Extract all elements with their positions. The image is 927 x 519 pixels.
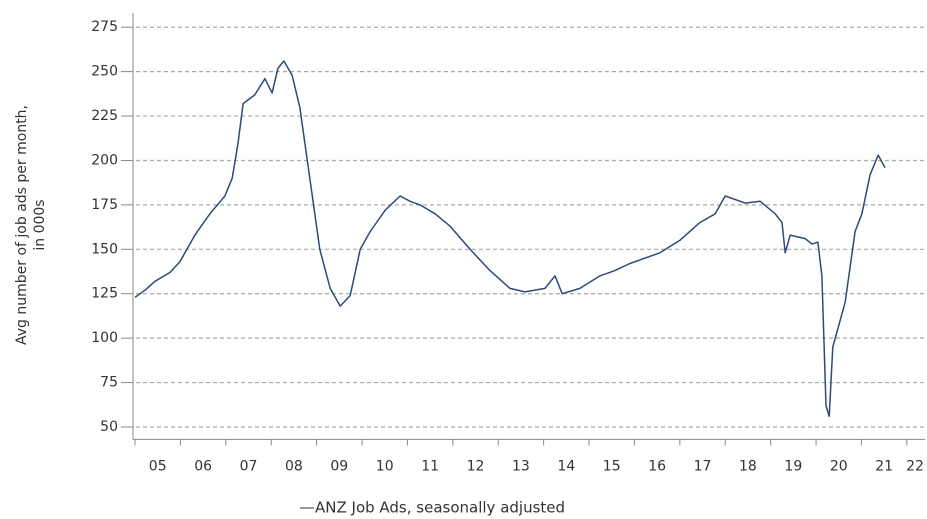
x-tick-label: 05 [149,458,167,474]
x-tick-label: 10 [376,458,394,474]
x-tick-label: 11 [421,458,439,474]
y-tick-label: 75 [100,375,118,391]
x-tick-label: 22 [906,458,924,474]
x-tick-label: 13 [512,458,530,474]
x-tick-label: 16 [648,458,666,474]
y-tick-label: 275 [91,19,118,35]
y-tick-label: 100 [91,330,118,346]
series-line [134,60,886,418]
y-axis-label: Avg number of job ads per month, [14,105,30,345]
x-tick-label: 18 [739,458,757,474]
y-tick-label: 50 [100,419,118,435]
x-tick-label: 14 [557,458,575,474]
x-tick-label: 19 [784,458,802,474]
y-tick-label: 150 [91,241,118,257]
y-tick-label: 250 [91,64,118,80]
x-tick-label: 20 [830,458,848,474]
y-tick-label: 175 [91,197,118,213]
x-tick-label: 08 [285,458,303,474]
x-tick-label: 09 [330,458,348,474]
x-tick-label: 07 [240,458,258,474]
legend-label: ANZ Job Ads, seasonally adjusted [315,499,565,517]
x-tick-label: 21 [875,458,893,474]
x-tick-label: 12 [467,458,485,474]
x-tick-label: 17 [694,458,712,474]
y-tick-label: 125 [91,286,118,302]
x-tick-label: 06 [194,458,212,474]
x-tick-label: 15 [603,458,621,474]
y-tick-label: 200 [91,152,118,168]
y-axis-label: in 000s [32,199,48,250]
y-tick-label: 225 [91,108,118,124]
